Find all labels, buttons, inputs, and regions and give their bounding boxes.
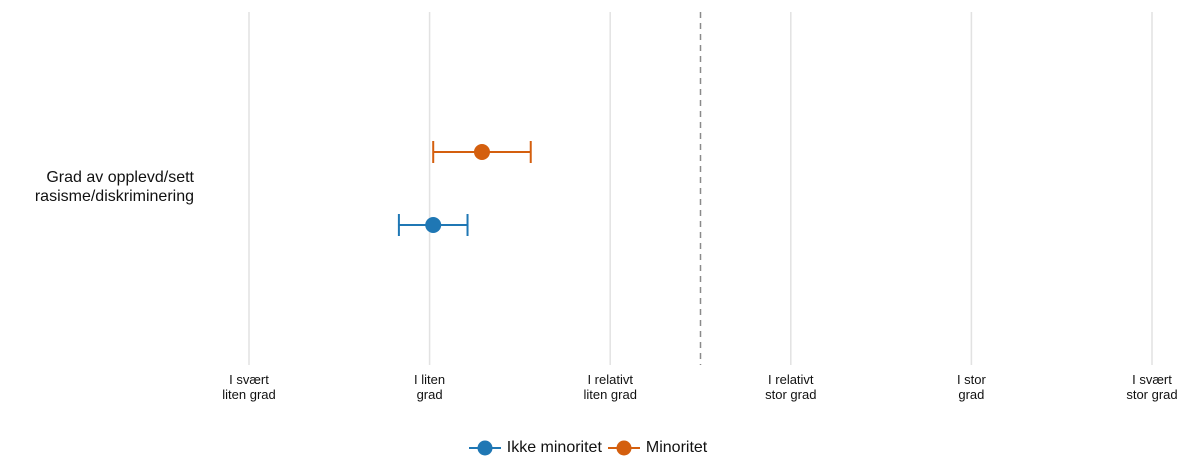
data-marks — [397, 141, 532, 236]
x-tick-label-3-line-1: I relativt — [587, 372, 633, 387]
y-axis-label: Grad av opplevd/sett rasisme/diskriminer… — [0, 168, 194, 206]
x-tick-label-5-line-2: grad — [958, 387, 984, 402]
x-tick-label-4-line-2: stor grad — [765, 387, 816, 402]
x-tick-label-5: I stor grad — [957, 372, 987, 402]
legend-key-ikke-minoritet — [468, 440, 501, 456]
x-tick-label-1-line-2: liten grad — [222, 387, 275, 402]
legend: Ikke minoritet Minoritet — [0, 437, 1182, 459]
x-tick-label-2-line-1: I liten — [414, 372, 445, 387]
x-tick-label-6-line-1: I svært — [1132, 372, 1172, 387]
legend-item-minoritet: Minoritet — [607, 439, 708, 457]
x-tick-label-5-line-1: I stor — [957, 372, 987, 387]
x-tick-label-4-line-1: I relativt — [768, 372, 814, 387]
y-axis-label-line-1: Grad av opplevd/sett — [46, 169, 194, 186]
x-tick-label-6: I svært stor grad — [1126, 372, 1177, 402]
y-axis-label-line-2: rasisme/diskriminering — [34, 188, 194, 205]
x-tick-label-6-line-2: stor grad — [1126, 387, 1177, 402]
legend-item-ikke-minoritet: Ikke minoritet — [468, 439, 602, 457]
x-tick-label-2-line-2: grad — [417, 387, 443, 402]
x-tick-label-3-line-2: liten grad — [583, 387, 636, 402]
x-tick-label-1: I svært liten grad — [222, 372, 275, 402]
point-minoritet — [473, 144, 490, 160]
x-tick-label-1-line-1: I svært — [229, 372, 269, 387]
legend-label-ikke-minoritet: Ikke minoritet — [506, 439, 602, 456]
x-tick-label-4: I relativt stor grad — [765, 372, 816, 402]
x-tick-label-2: I liten grad — [414, 372, 445, 402]
legend-key-minoritet — [607, 440, 640, 456]
legend-label-minoritet: Minoritet — [645, 439, 708, 456]
point-ikke-minoritet — [425, 217, 442, 233]
x-tick-label-3: I relativt liten grad — [583, 372, 636, 402]
gridlines — [248, 12, 1153, 365]
